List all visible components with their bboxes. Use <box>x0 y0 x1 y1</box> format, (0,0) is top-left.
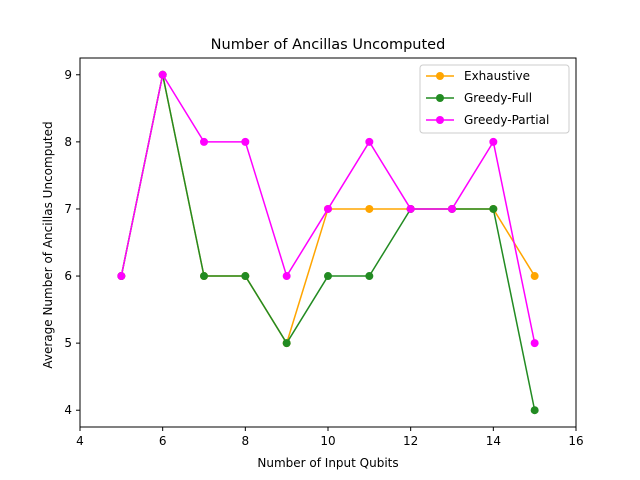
data-point-greedy-full <box>530 406 539 415</box>
data-point-greedy-partial <box>158 70 167 79</box>
data-point-greedy-partial <box>530 339 539 348</box>
legend-item-greedy-full: Greedy-Full <box>426 91 532 105</box>
x-axis-label: Number of Input Qubits <box>257 456 398 470</box>
data-point-greedy-full <box>282 339 291 348</box>
legend-label: Greedy-Partial <box>464 113 549 127</box>
y-tick-label: 5 <box>64 336 72 350</box>
x-tick-label: 12 <box>403 434 418 448</box>
legend-swatch-marker <box>436 116 444 124</box>
x-tick-label: 4 <box>76 434 84 448</box>
data-point-greedy-partial <box>200 137 208 146</box>
data-point-greedy-partial <box>282 272 291 281</box>
x-tick-label: 10 <box>320 434 335 448</box>
data-point-greedy-full <box>200 272 208 281</box>
y-axis: 4 5 6 7 8 9 <box>64 68 80 417</box>
legend-item-exhaustive: Exhaustive <box>426 69 530 83</box>
data-point-greedy-full <box>365 272 374 281</box>
data-point-greedy-full <box>241 272 250 281</box>
data-point-exhaustive <box>365 204 374 213</box>
x-tick-label: 8 <box>242 434 250 448</box>
y-tick-label: 7 <box>64 202 72 216</box>
data-point-greedy-full <box>324 272 332 281</box>
data-point-exhaustive <box>530 272 539 281</box>
legend-swatch-marker <box>436 72 444 80</box>
plot-area <box>79 57 577 428</box>
x-tick-label: 6 <box>159 434 167 448</box>
legend-label: Exhaustive <box>464 69 530 83</box>
y-tick-label: 4 <box>64 403 72 417</box>
data-point-greedy-partial <box>365 137 374 146</box>
series-greedy-partial <box>117 70 539 348</box>
legend-box <box>419 64 570 134</box>
y-tick-label: 8 <box>64 135 72 149</box>
legend: Exhaustive Greedy-Full Greedy-Partial <box>419 64 570 134</box>
y-axis-label: Average Number of Ancillas Uncomputed <box>41 121 55 368</box>
x-tick-label: 14 <box>486 434 501 448</box>
data-point-greedy-partial <box>117 272 126 281</box>
data-point-greedy-partial <box>241 137 250 146</box>
chart-title: Number of Ancillas Uncomputed <box>211 37 446 53</box>
y-tick-label: 6 <box>64 269 72 283</box>
y-tick-label: 9 <box>64 68 72 82</box>
data-point-greedy-partial <box>448 204 456 213</box>
legend-label: Greedy-Full <box>464 91 532 105</box>
data-point-greedy-partial <box>324 204 332 213</box>
legend-swatch-marker <box>436 94 444 102</box>
legend-item-greedy-partial: Greedy-Partial <box>426 113 549 127</box>
x-tick-label: 16 <box>568 434 583 448</box>
data-point-greedy-full <box>489 204 498 213</box>
x-axis: 4 6 8 10 12 14 16 <box>76 427 584 448</box>
data-point-greedy-partial <box>406 204 415 213</box>
data-point-greedy-partial <box>489 137 498 146</box>
